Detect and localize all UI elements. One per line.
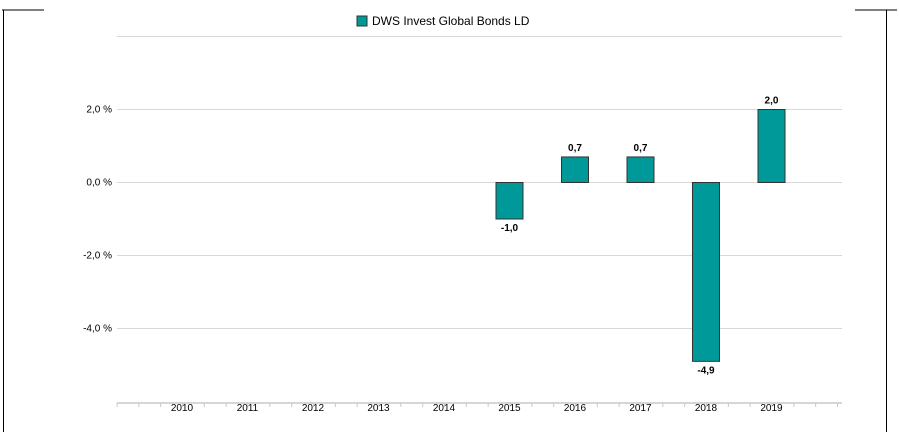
y-tick-label: 0,0 % bbox=[86, 178, 112, 189]
x-tick-label: 2019 bbox=[760, 403, 783, 414]
y-tick-label: -4,0 % bbox=[83, 324, 112, 335]
x-tick-label: 2011 bbox=[237, 403, 259, 414]
data-label: -1,0 bbox=[501, 223, 519, 234]
bar bbox=[626, 156, 655, 183]
legend-swatch bbox=[356, 15, 368, 27]
x-tick-label: 2016 bbox=[564, 403, 587, 414]
bar bbox=[757, 109, 786, 183]
chart-frame bbox=[2, 9, 897, 432]
legend: DWS Invest Global Bonds LD bbox=[356, 14, 530, 28]
data-labels: -1,0 0,7 0,7 -4,9 2,0 bbox=[501, 96, 779, 377]
y-tick-label: -2,0 % bbox=[83, 251, 112, 262]
bar bbox=[692, 182, 720, 362]
x-tick-label: 2015 bbox=[498, 403, 521, 414]
x-tick-label: 2012 bbox=[302, 403, 325, 414]
x-tick-label: 2013 bbox=[367, 403, 390, 414]
bar bbox=[495, 182, 524, 220]
data-label: 0,7 bbox=[634, 143, 648, 154]
grid-lines bbox=[117, 36, 842, 329]
data-label: 2,0 bbox=[765, 96, 779, 107]
y-tick-labels: 2,0 % 0,0 % -2,0 % -4,0 % bbox=[83, 105, 112, 335]
x-tick-label: 2010 bbox=[171, 403, 194, 414]
y-tick-label: 2,0 % bbox=[86, 105, 112, 116]
bars bbox=[495, 109, 786, 362]
data-label: -4,9 bbox=[697, 365, 715, 376]
x-axis: 2010 2011 2012 2013 2014 2015 2016 2017 2018 2019 bbox=[116, 402, 842, 414]
x-tick-label: 2017 bbox=[629, 403, 652, 414]
x-tick-label: 2014 bbox=[433, 403, 456, 414]
data-label: 0,7 bbox=[568, 143, 582, 154]
legend-label: DWS Invest Global Bonds LD bbox=[372, 14, 530, 28]
bar bbox=[561, 156, 589, 183]
x-tick-label: 2018 bbox=[695, 403, 718, 414]
